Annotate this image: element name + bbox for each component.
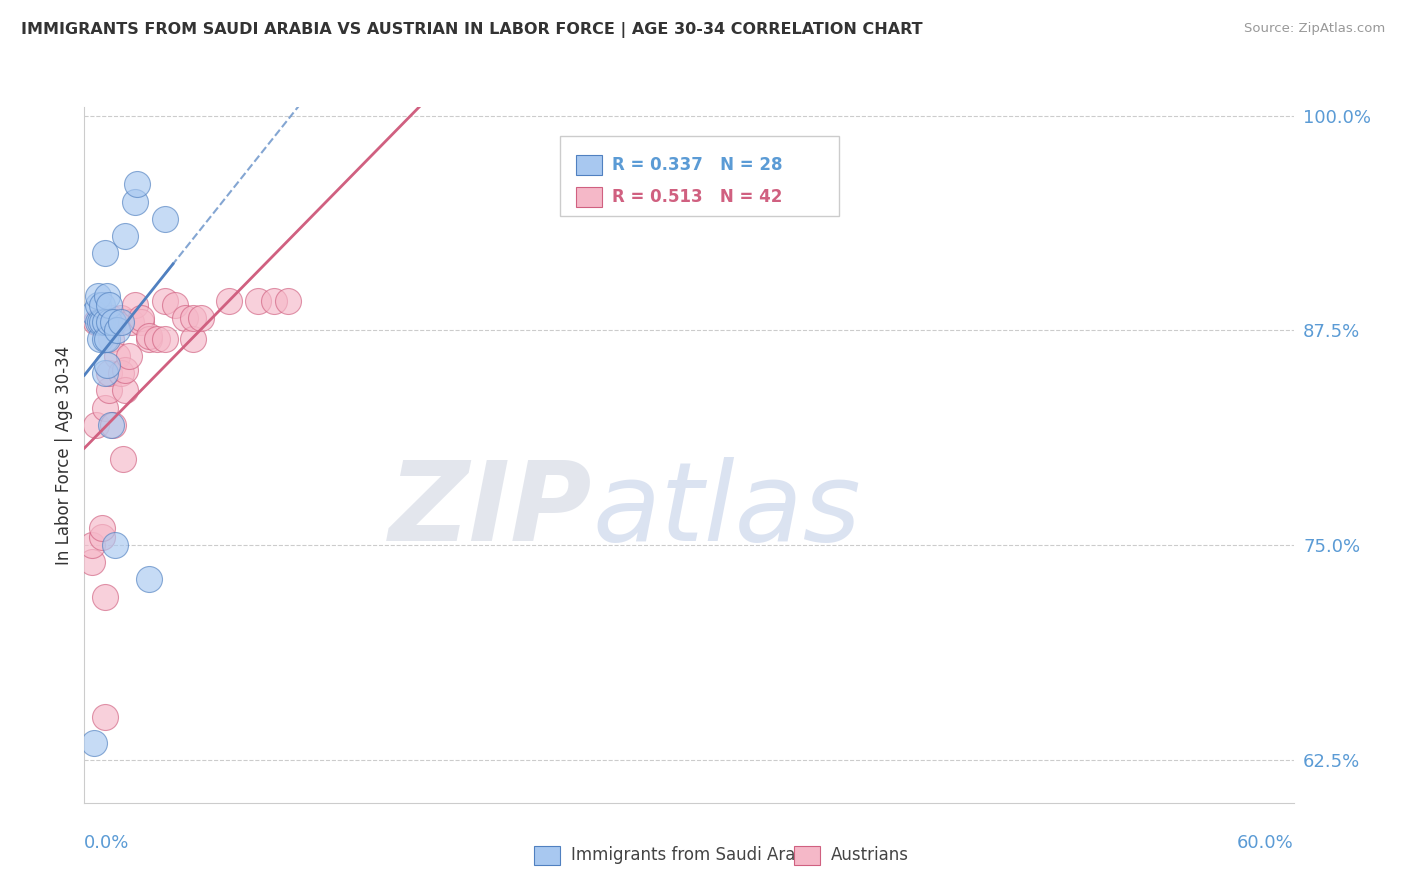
Point: [97, 367, 120, 381]
Point: [87, 289, 110, 303]
Point: [96, 289, 118, 303]
Point: [190, 311, 212, 326]
Text: Immigrants from Saudi Arabia: Immigrants from Saudi Arabia: [571, 847, 821, 864]
Point: [100, 311, 122, 326]
Point: [93, 590, 115, 604]
Point: [87, 315, 110, 329]
Point: [91, 521, 114, 535]
Point: [105, 349, 128, 363]
Point: [146, 332, 169, 346]
Text: ZIP: ZIP: [388, 457, 592, 564]
Point: [104, 538, 127, 552]
Point: [114, 384, 136, 398]
Point: [97, 297, 120, 311]
Point: [125, 178, 148, 192]
Point: [129, 311, 152, 326]
Point: [263, 294, 285, 309]
Point: [277, 294, 299, 309]
Point: [111, 452, 134, 467]
Point: [89, 315, 111, 329]
Point: [105, 323, 128, 337]
Point: [153, 332, 176, 346]
Point: [110, 315, 132, 329]
Point: [104, 315, 127, 329]
Point: [128, 838, 150, 853]
Point: [97, 384, 120, 398]
Point: [118, 349, 141, 363]
Point: [93, 315, 115, 329]
Point: [138, 573, 160, 587]
Point: [114, 363, 136, 377]
Point: [153, 211, 176, 226]
Point: [100, 315, 122, 329]
Point: [86, 315, 108, 329]
Point: [218, 294, 240, 309]
Point: [129, 315, 152, 329]
Text: 0.0%: 0.0%: [84, 834, 129, 852]
Point: [96, 332, 118, 346]
Point: [110, 367, 132, 381]
Point: [181, 332, 204, 346]
Point: [86, 417, 108, 432]
Text: Austrians: Austrians: [831, 847, 908, 864]
Y-axis label: In Labor Force | Age 30-34: In Labor Force | Age 30-34: [55, 345, 73, 565]
Point: [114, 228, 136, 243]
Point: [82, 538, 104, 552]
Point: [138, 328, 160, 343]
Point: [91, 529, 114, 543]
Point: [96, 358, 118, 372]
Point: [87, 297, 110, 311]
Point: [246, 294, 269, 309]
Point: [138, 332, 160, 346]
Point: [101, 417, 124, 432]
Text: atlas: atlas: [592, 457, 860, 564]
Point: [100, 417, 122, 432]
Text: 60.0%: 60.0%: [1237, 834, 1294, 852]
Point: [91, 315, 114, 329]
Text: IMMIGRANTS FROM SAUDI ARABIA VS AUSTRIAN IN LABOR FORCE | AGE 30-34 CORRELATION : IMMIGRANTS FROM SAUDI ARABIA VS AUSTRIAN…: [21, 22, 922, 38]
Point: [91, 297, 114, 311]
Point: [83, 306, 105, 320]
Point: [124, 194, 146, 209]
Point: [181, 311, 204, 326]
Point: [93, 710, 115, 724]
Text: R = 0.337   N = 28: R = 0.337 N = 28: [612, 156, 782, 174]
Point: [93, 246, 115, 260]
Point: [93, 401, 115, 415]
Point: [93, 367, 115, 381]
Point: [110, 311, 132, 326]
Point: [97, 315, 120, 329]
Text: Source: ZipAtlas.com: Source: ZipAtlas.com: [1244, 22, 1385, 36]
Point: [165, 297, 187, 311]
Point: [89, 332, 111, 346]
Point: [101, 315, 124, 329]
Point: [124, 297, 146, 311]
Point: [93, 332, 115, 346]
Point: [174, 311, 197, 326]
Text: R = 0.513   N = 42: R = 0.513 N = 42: [612, 188, 782, 206]
Point: [83, 736, 105, 750]
Point: [82, 555, 104, 569]
Point: [153, 294, 176, 309]
Point: [100, 332, 122, 346]
Point: [120, 315, 142, 329]
